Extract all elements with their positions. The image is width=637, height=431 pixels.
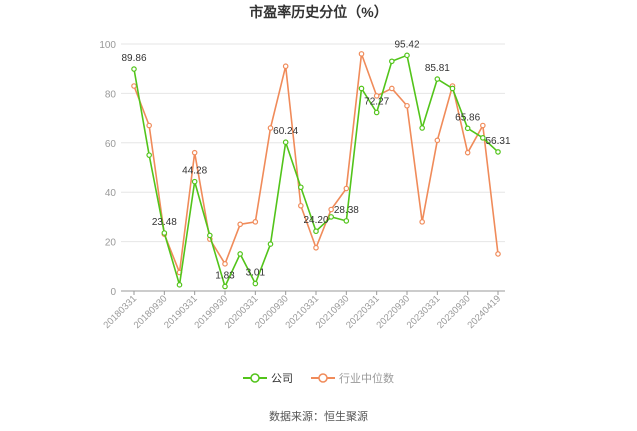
data-point-company: [495, 149, 501, 155]
legend-item-industry-median[interactable]: 行业中位数: [311, 370, 394, 386]
data-point-company: [191, 178, 198, 185]
data-label: 60.24: [273, 126, 298, 137]
y-tick-label: 0: [110, 287, 116, 298]
data-label: 28.38: [334, 205, 359, 216]
data-point-company: [161, 230, 168, 236]
legend-company-label: 公司: [271, 373, 293, 385]
data-point-company: [131, 66, 137, 72]
data-point-company: [267, 241, 274, 247]
data-label: 65.86: [455, 112, 480, 123]
data-point-company: [404, 52, 410, 59]
data-point-industry-median: [146, 122, 152, 129]
legend-company-swatch-icon: [243, 373, 267, 383]
data-point-industry-median: [313, 244, 319, 251]
data-point-industry-median: [464, 149, 471, 156]
data-point-industry-median: [419, 219, 425, 225]
legend: 公司 行业中位数: [0, 370, 637, 386]
data-point-company: [419, 125, 425, 131]
data-point-industry-median: [343, 185, 350, 192]
data-point-industry-median: [328, 206, 334, 213]
legend-industry-swatch-icon: [311, 373, 335, 383]
data-label: 89.86: [121, 53, 146, 64]
data-point-company: [282, 139, 289, 146]
data-label: 72.27: [364, 96, 389, 107]
data-point-company: [434, 76, 441, 82]
chart-title: 市盈率历史分位（%）: [249, 4, 388, 20]
data-point-industry-median: [404, 102, 410, 109]
data-point-company: [222, 283, 228, 290]
data-label: 23.48: [152, 217, 177, 228]
y-tick-label: 60: [105, 139, 117, 150]
data-point-company: [207, 232, 213, 239]
y-tick-label: 100: [99, 40, 116, 51]
data-point-industry-median: [131, 83, 137, 89]
data-label: 3.01: [246, 268, 266, 279]
data-point-industry-median: [191, 149, 198, 156]
legend-industry-label: 行业中位数: [339, 373, 394, 385]
data-point-company: [252, 280, 259, 287]
data-point-company: [389, 58, 395, 65]
data-point-industry-median: [480, 122, 486, 129]
data-point-industry-median: [267, 125, 274, 131]
data-point-industry-median: [222, 261, 228, 267]
data-point-company: [464, 125, 471, 132]
data-point-company: [313, 228, 319, 235]
series-layer: [131, 51, 501, 290]
data-label: 85.81: [425, 63, 450, 74]
data-point-industry-median: [252, 219, 259, 225]
data-point-company: [480, 135, 486, 141]
data-point-industry-median: [434, 137, 441, 144]
data-label: 95.42: [394, 39, 419, 50]
data-label: 1.83: [215, 270, 235, 281]
y-tick-label: 20: [105, 238, 117, 249]
data-point-industry-median: [237, 221, 243, 228]
series-line-industry-median: [133, 53, 499, 274]
data-label: 56.31: [485, 136, 510, 147]
data-source-note: 数据来源：恒生聚源: [269, 411, 368, 423]
data-point-industry-median: [282, 63, 289, 70]
y-tick-label: 80: [105, 89, 117, 100]
data-label: 24.20: [303, 215, 328, 226]
y-tick-label: 40: [105, 188, 117, 199]
data-point-company: [449, 85, 456, 92]
data-labels: 89.86 23.48 44.28 1.83 3.01 60.24 24.20 28.38 72…: [121, 39, 510, 281]
data-point-industry-median: [358, 51, 365, 57]
data-point-company: [298, 184, 304, 191]
data-point-company: [373, 109, 380, 116]
data-point-company: [176, 282, 183, 288]
data-point-industry-median: [495, 251, 501, 257]
data-point-industry-median: [373, 93, 380, 99]
data-point-company: [358, 85, 365, 92]
data-point-company: [146, 152, 152, 158]
x-tick-label: 20240419: [465, 293, 503, 331]
data-label: 44.28: [182, 166, 207, 177]
data-point-industry-median: [298, 202, 304, 209]
data-point-industry-median: [389, 85, 395, 92]
data-point-company: [343, 218, 350, 224]
data-point-company: [237, 251, 243, 257]
data-point-company: [328, 214, 334, 220]
legend-item-company[interactable]: 公司: [243, 370, 293, 386]
